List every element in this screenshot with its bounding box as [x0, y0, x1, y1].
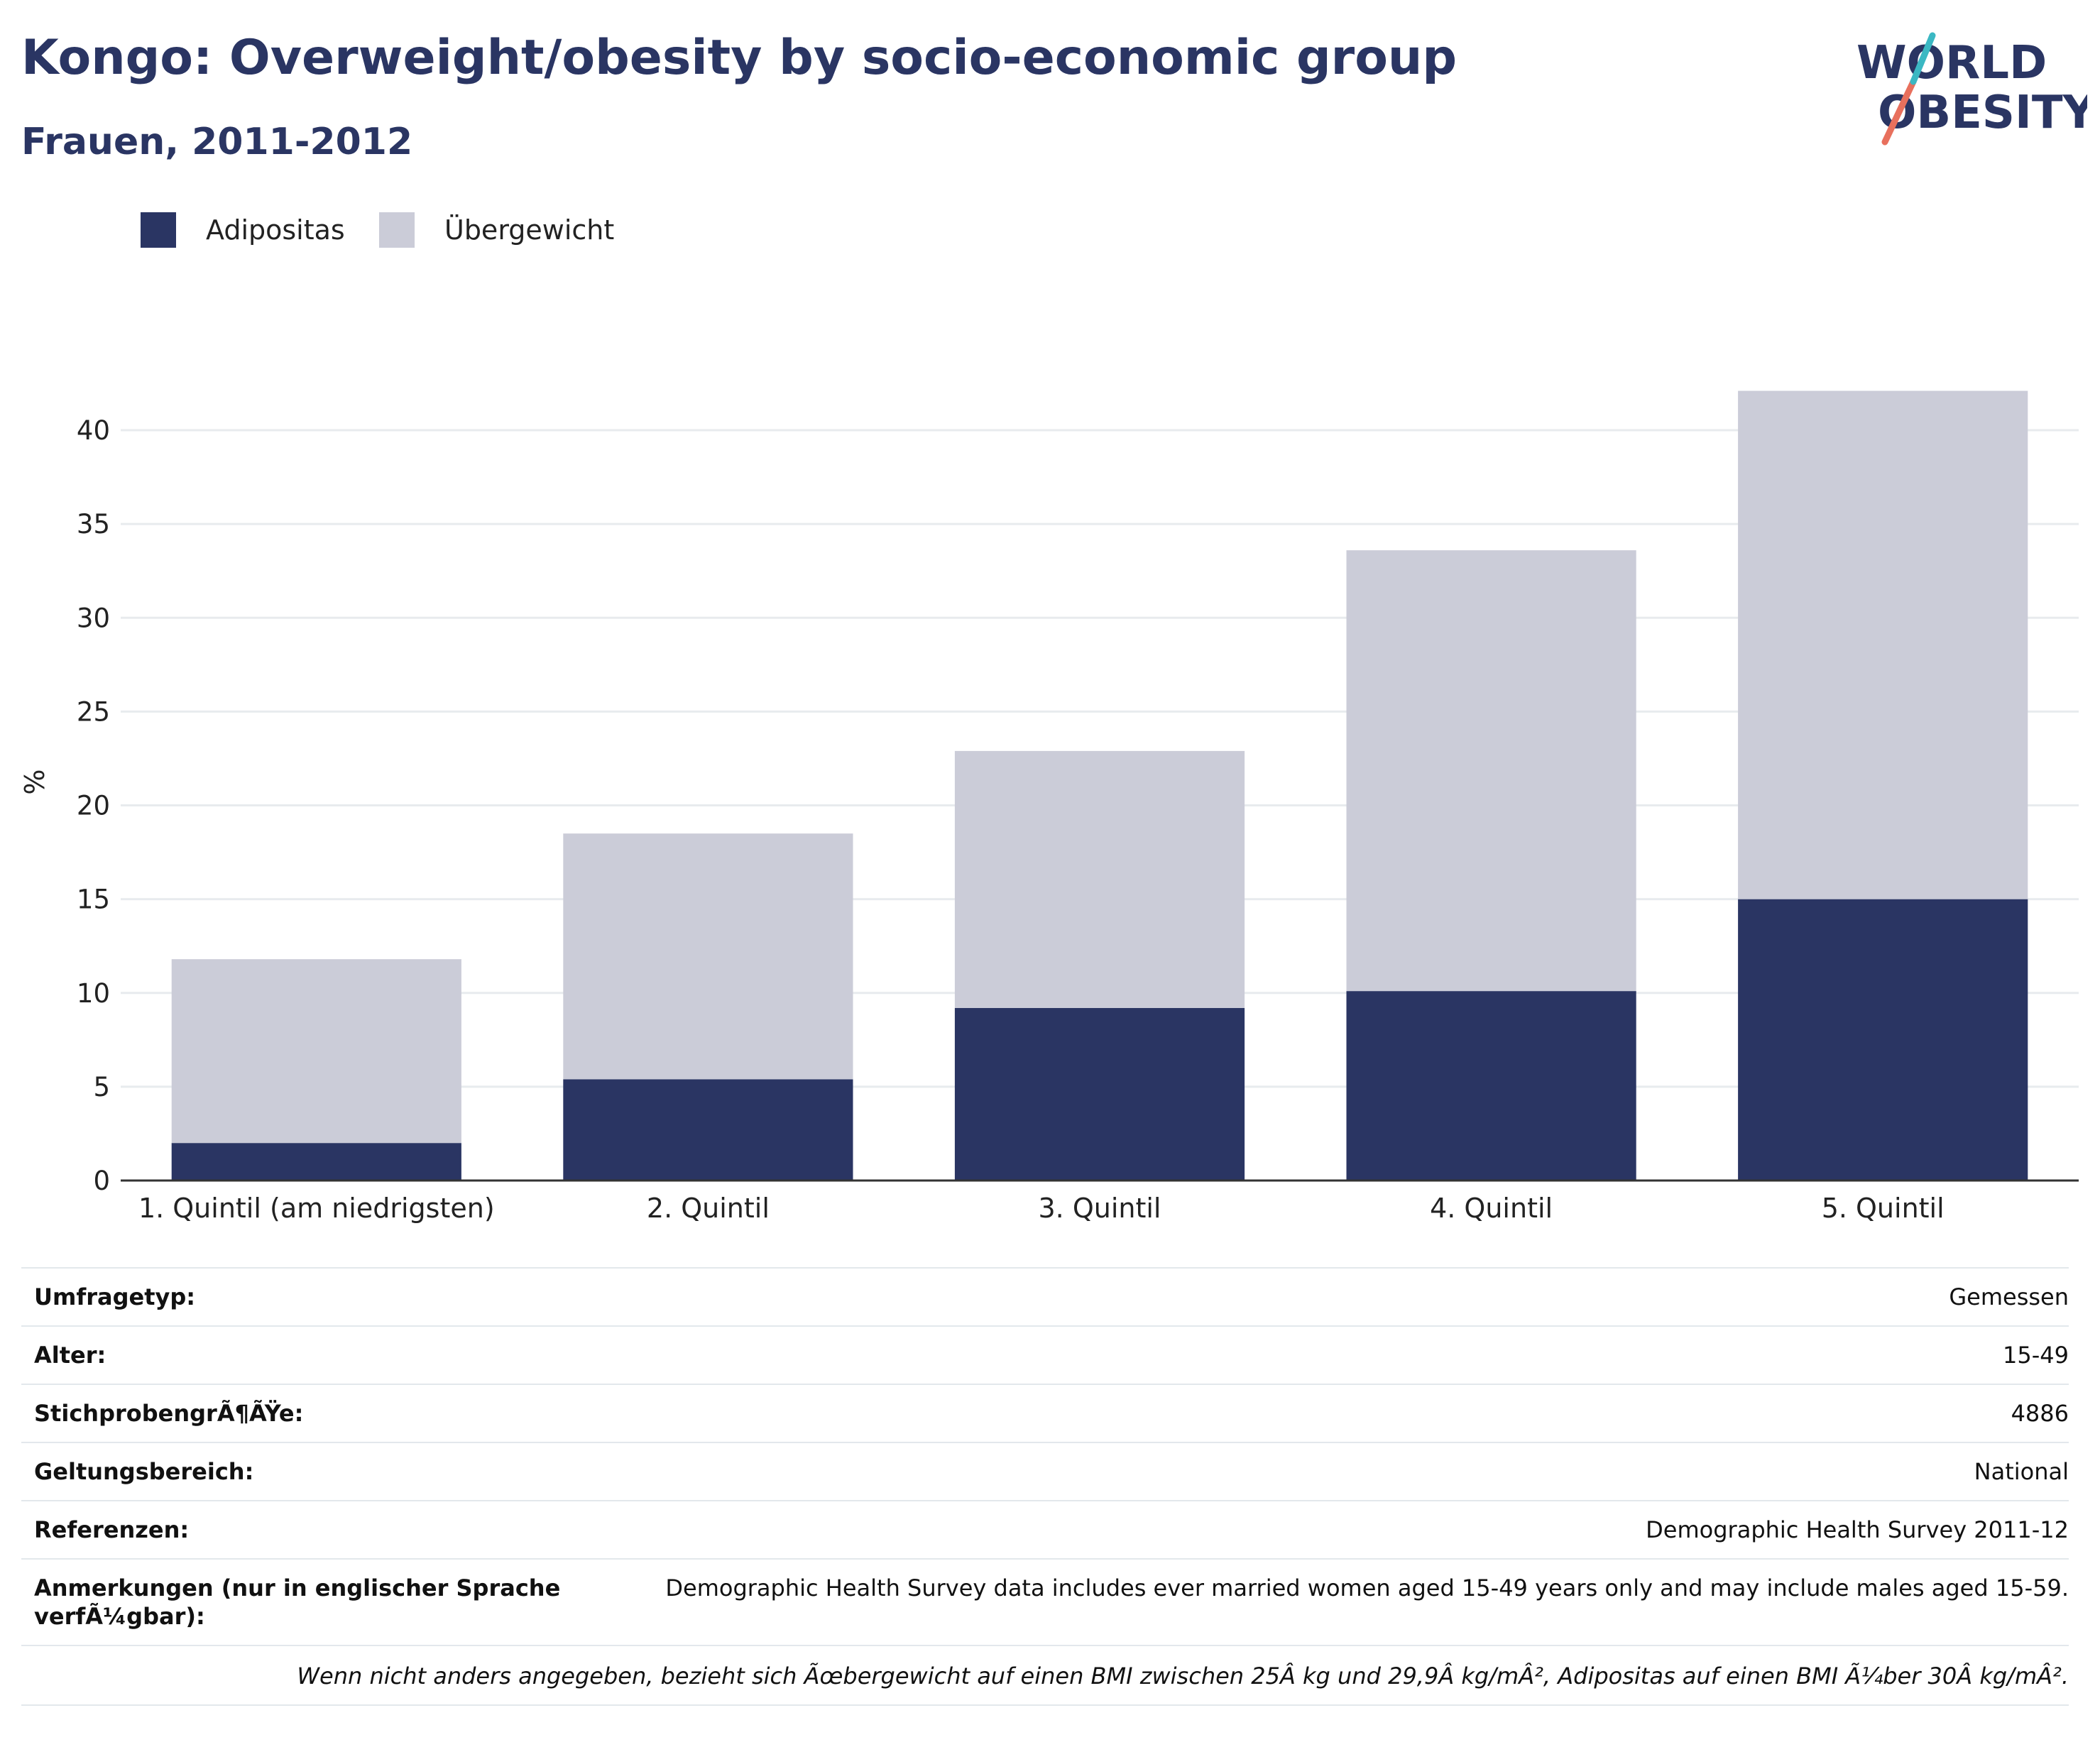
chart-title: Kongo: Overweight/obesity by socio-econo…	[21, 30, 1458, 86]
meta-label: Anmerkungen (nur in englischer Sprache v…	[34, 1575, 561, 1630]
meta-row-notes: Anmerkungen (nur in englischer Sprache v…	[21, 1558, 2069, 1645]
y-axis-label: %	[19, 769, 50, 794]
bars	[171, 390, 2028, 1181]
meta-value: National	[1974, 1458, 2069, 1485]
y-tick-label: 25	[77, 696, 110, 727]
meta-value: 4886	[2011, 1400, 2069, 1427]
meta-row-sample-size: StichprobengrÃ¶ÃŸe: 4886	[21, 1384, 2069, 1442]
legend-label-obesity: Adipositas	[206, 214, 345, 246]
bar-chart: 0 5 10 15 20 25 30 35 40 1. Quintil (am niedrigs…	[19, 390, 2079, 1224]
logo-slash-teal	[1910, 32, 1936, 85]
y-tick-labels: 0 5 10 15 20 25 30 35 40	[77, 415, 110, 1196]
bar-overweight[interactable]	[954, 750, 1245, 1008]
meta-value: Demographic Health Survey 2011-12	[1646, 1516, 2069, 1543]
logo-line1: WORLD	[1856, 37, 2047, 89]
y-tick-label: 30	[77, 603, 110, 633]
legend-swatch-obesity	[141, 212, 176, 248]
x-tick-label: 1. Quintil (am niedrigsten)	[138, 1193, 495, 1224]
meta-row-survey-type: Umfragetyp: Gemessen	[21, 1267, 2069, 1325]
bar-overweight[interactable]	[563, 833, 853, 1080]
y-tick-label: 5	[93, 1072, 110, 1102]
x-tick-labels: 1. Quintil (am niedrigsten) 2. Quintil 3. …	[138, 1193, 1945, 1224]
y-tick-label: 20	[77, 791, 110, 821]
bar-overweight[interactable]	[171, 959, 461, 1144]
x-tick-label: 2. Quintil	[647, 1193, 770, 1224]
meta-row-definition-note: Wenn nicht anders angegeben, bezieht sic…	[21, 1645, 2069, 1706]
meta-label: Geltungsbereich:	[34, 1458, 254, 1485]
bar-overweight[interactable]	[1738, 390, 2028, 899]
meta-label: Umfragetyp:	[34, 1283, 196, 1310]
bar-obesity[interactable]	[1346, 991, 1636, 1181]
definition-note: Wenn nicht anders angegeben, bezieht sic…	[297, 1663, 2069, 1690]
meta-value: 15-49	[2003, 1342, 2069, 1369]
meta-label: Referenzen:	[34, 1516, 190, 1543]
metadata-table: Umfragetyp: Gemessen Alter: 15-49 Stichp…	[21, 1267, 2069, 1706]
world-obesity-logo: WORLD OBESITY	[1856, 32, 2087, 146]
meta-row-age: Alter: 15-49	[21, 1325, 2069, 1384]
meta-label: StichprobengrÃ¶ÃŸe:	[34, 1400, 304, 1427]
bar-overweight[interactable]	[1346, 550, 1636, 992]
y-tick-label: 35	[77, 509, 110, 540]
x-tick-label: 5. Quintil	[1822, 1193, 1945, 1224]
meta-label: Alter:	[34, 1342, 106, 1369]
y-tick-label: 40	[77, 415, 110, 446]
y-tick-label: 10	[77, 978, 110, 1009]
bar-obesity[interactable]	[563, 1079, 853, 1181]
y-tick-label: 0	[93, 1166, 110, 1196]
x-tick-label: 3. Quintil	[1039, 1193, 1161, 1224]
y-tick-label: 15	[77, 885, 110, 915]
x-tick-label: 4. Quintil	[1430, 1193, 1553, 1224]
meta-value: Gemessen	[1949, 1283, 2069, 1310]
meta-value: Demographic Health Survey data includes …	[665, 1575, 2069, 1601]
legend-label-overweight: Übergewicht	[444, 214, 615, 246]
bar-obesity[interactable]	[954, 1007, 1245, 1181]
logo-line2: OBESITY	[1878, 87, 2087, 139]
meta-row-references: Referenzen: Demographic Health Survey 20…	[21, 1500, 2069, 1558]
meta-row-coverage: Geltungsbereich: National	[21, 1442, 2069, 1500]
chart-subtitle: Frauen, 2011-2012	[21, 121, 413, 163]
legend-swatch-overweight	[379, 212, 415, 248]
bar-obesity[interactable]	[1738, 899, 2028, 1181]
bar-obesity[interactable]	[171, 1143, 461, 1181]
logo-slash-red	[1881, 78, 1917, 146]
